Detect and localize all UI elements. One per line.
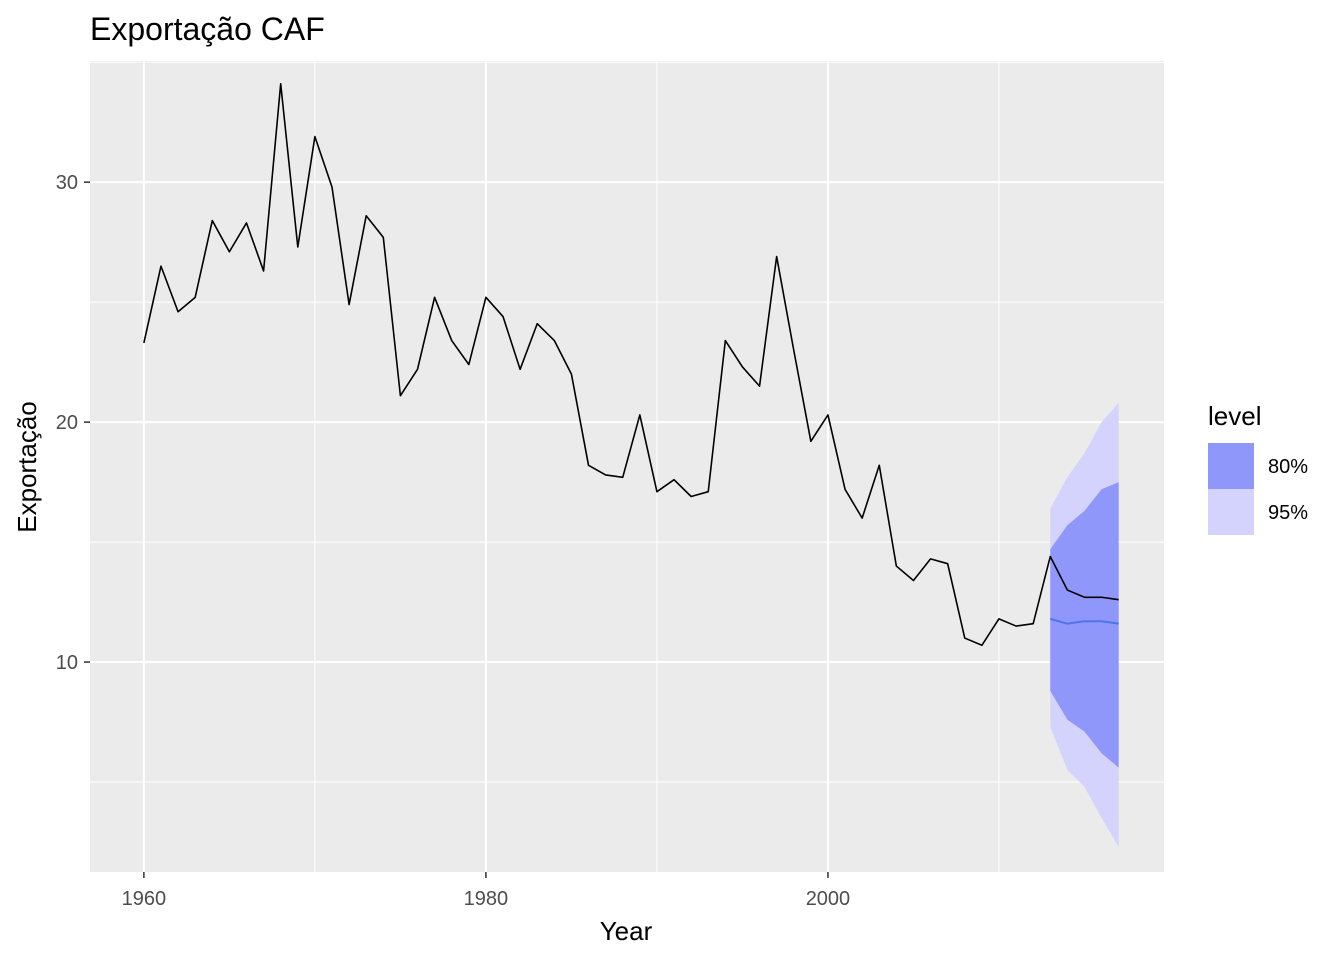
prediction-bands: [1050, 402, 1119, 847]
legend-title: level: [1208, 401, 1261, 431]
x-axis: 1960 1980 2000: [122, 872, 851, 910]
minor-gridlines: [90, 61, 1164, 872]
y-tick-label: 30: [56, 172, 78, 194]
band-80: [1050, 482, 1119, 768]
x-tick-label: 1980: [464, 888, 509, 910]
x-axis-title: Year: [600, 916, 653, 946]
x-tick-label: 1960: [122, 888, 167, 910]
series-line-forecast: [1050, 617, 1119, 625]
y-axis-title: Exportação: [12, 401, 42, 533]
legend: level 80% 95%: [1208, 401, 1308, 535]
series-lines: [143, 82, 1119, 647]
chart-title: Exportação CAF: [90, 11, 325, 47]
y-tick-label: 10: [56, 652, 78, 674]
y-axis: 10 20 30: [56, 172, 90, 674]
legend-key-80: [1208, 443, 1254, 489]
x-tick-label: 2000: [806, 888, 851, 910]
legend-label-80: 80%: [1268, 456, 1308, 478]
legend-label-95: 95%: [1268, 502, 1308, 524]
plot-panel: [90, 61, 1164, 872]
y-tick-label: 20: [56, 412, 78, 434]
legend-key-95: [1208, 489, 1254, 535]
major-gridlines: [90, 61, 1164, 872]
series-line-actual: [143, 82, 1119, 647]
